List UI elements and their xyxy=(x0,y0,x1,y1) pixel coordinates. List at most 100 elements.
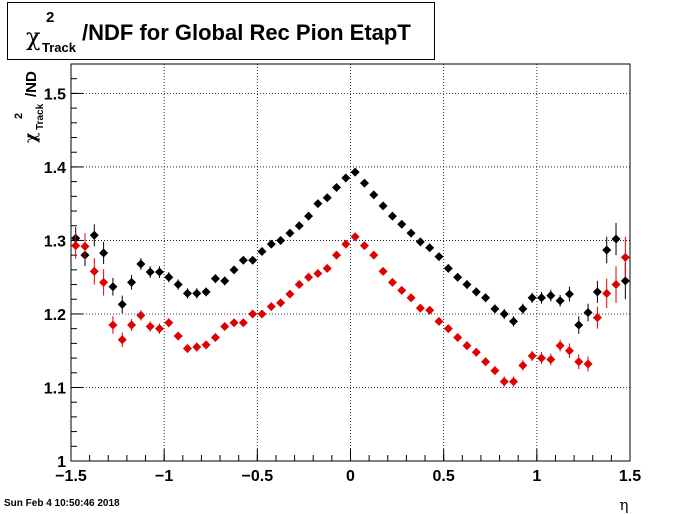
title-subscript: Track xyxy=(42,40,76,55)
data-point xyxy=(117,299,127,309)
y-label-rest: /ND xyxy=(23,71,40,97)
data-point xyxy=(341,239,351,249)
data-point xyxy=(89,266,99,276)
data-point xyxy=(210,274,220,284)
data-point xyxy=(425,243,435,253)
data-point xyxy=(518,304,528,314)
data-point xyxy=(201,287,211,297)
data-point xyxy=(555,341,565,351)
data-point xyxy=(415,303,425,313)
data-point xyxy=(555,296,565,306)
x-axis-label: η xyxy=(620,496,629,514)
y-tick-label: 1.1 xyxy=(44,380,66,397)
data-point xyxy=(583,307,593,317)
data-point xyxy=(620,276,630,286)
data-point xyxy=(257,246,267,256)
data-point xyxy=(294,280,304,290)
data-point xyxy=(332,250,342,260)
data-point xyxy=(453,332,463,342)
grid-lines xyxy=(71,64,630,461)
data-point xyxy=(108,320,118,330)
data-point xyxy=(127,320,137,330)
data-point xyxy=(443,263,453,273)
data-point xyxy=(145,321,155,331)
data-point xyxy=(481,357,491,367)
data-point xyxy=(276,235,286,245)
data-point xyxy=(471,287,481,297)
y-label-chi: χ xyxy=(21,132,40,143)
data-point xyxy=(108,282,118,292)
data-point xyxy=(99,248,109,258)
data-point xyxy=(192,288,202,298)
data-point xyxy=(136,310,146,320)
data-point xyxy=(71,241,81,251)
y-label-sup: 2 xyxy=(13,113,25,119)
data-point xyxy=(136,259,146,269)
data-point xyxy=(304,211,314,221)
x-tick-label: −1.5 xyxy=(55,468,87,485)
data-point xyxy=(490,366,500,376)
y-axis-label: χ 2 Track /ND xyxy=(9,71,47,143)
data-point xyxy=(406,293,416,303)
data-point xyxy=(313,199,323,209)
data-point xyxy=(238,318,248,328)
chart-title: /NDF for Global Rec Pion EtapT xyxy=(82,20,411,45)
data-point xyxy=(173,280,183,290)
data-point xyxy=(415,237,425,247)
data-point xyxy=(518,360,528,370)
data-point xyxy=(462,280,472,290)
data-point xyxy=(369,190,379,200)
data-point xyxy=(192,342,202,352)
x-tick-label: 1.5 xyxy=(619,468,641,485)
data-point xyxy=(155,267,165,277)
data-point xyxy=(387,211,397,221)
tick-labels: −1.5 −1 −0.5 0 0.5 1 1.5 1 1.1 1.2 1.3 1.4 1.5 xyxy=(44,86,641,485)
plot-frame xyxy=(70,63,631,462)
data-point xyxy=(80,241,90,251)
data-point xyxy=(592,287,602,297)
data-point xyxy=(536,353,546,363)
data-point xyxy=(481,293,491,303)
data-point xyxy=(304,272,314,282)
data-point xyxy=(387,277,397,287)
data-point xyxy=(536,293,546,303)
data-point xyxy=(574,320,584,330)
chart-title-box: χ 2 Track /NDF for Global Rec Pion EtapT xyxy=(7,2,435,60)
data-point xyxy=(294,221,304,231)
data-point xyxy=(406,228,416,238)
data-point xyxy=(602,245,612,255)
data-point xyxy=(201,340,211,350)
y-tick-label: 1.2 xyxy=(44,307,66,324)
data-point xyxy=(527,293,537,303)
data-point xyxy=(546,355,556,365)
data-point xyxy=(434,252,444,262)
data-point xyxy=(238,255,248,265)
data-point xyxy=(359,178,369,188)
data-point xyxy=(564,346,574,356)
y-label-sub: Track xyxy=(35,103,46,130)
y-tick-label: 1.5 xyxy=(44,86,66,103)
data-point xyxy=(210,332,220,342)
svg-text:χ 2 Track /N: χ 2 Track /ND xyxy=(9,71,47,143)
data-point xyxy=(564,289,574,299)
data-point xyxy=(276,298,286,308)
data-point xyxy=(611,280,621,290)
data-point xyxy=(257,309,267,319)
data-point xyxy=(248,255,258,265)
x-tick-label: 0 xyxy=(346,468,355,485)
data-point xyxy=(462,341,472,351)
data-point xyxy=(397,285,407,295)
data-point xyxy=(574,357,584,367)
y-tick-label: 1.4 xyxy=(44,160,66,177)
data-point xyxy=(350,232,360,242)
data-point xyxy=(499,377,509,387)
data-point xyxy=(602,288,612,298)
data-point xyxy=(322,263,332,273)
data-point xyxy=(611,234,621,244)
x-tick-label: −0.5 xyxy=(242,468,274,485)
data-point xyxy=(220,321,230,331)
data-point xyxy=(583,359,593,369)
data-point xyxy=(266,302,276,312)
data-point xyxy=(173,331,183,341)
